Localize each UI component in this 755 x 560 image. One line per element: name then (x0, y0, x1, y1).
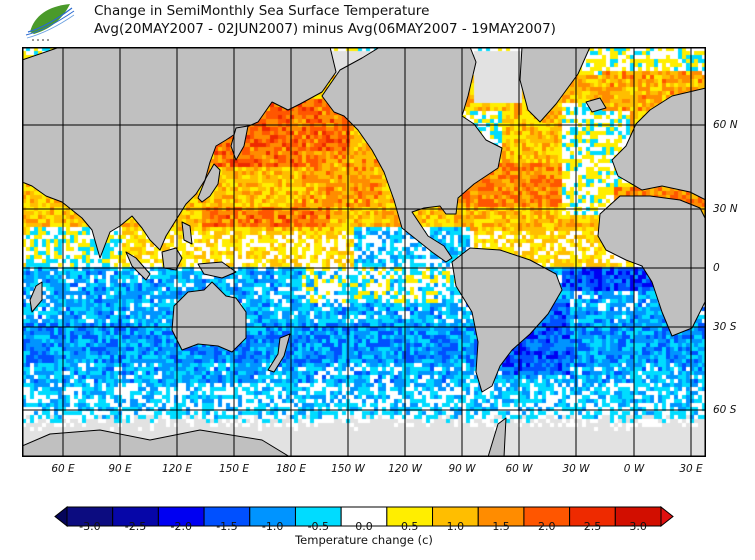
longitude-label: 30 W (562, 463, 590, 475)
longitude-label: 120 E (161, 463, 193, 475)
map-overlay (22, 47, 706, 457)
colorbar-swatch (614, 506, 662, 527)
map-frame (22, 47, 706, 457)
sst-change-map (22, 47, 706, 457)
land-sumatra (125, 251, 151, 281)
longitude-label: 60 W (505, 463, 533, 475)
colorbar-label: 2.0 (538, 520, 556, 533)
colorbar-label: 3.0 (629, 520, 647, 533)
land-south-america (451, 247, 563, 393)
colorbar-label: 1.0 (446, 520, 465, 533)
colorbar-label: -3.0 (79, 520, 101, 533)
colorbar-over-arrow (660, 505, 674, 528)
colorbar-title: Temperature change (c) (295, 533, 433, 547)
land-kamchatka (230, 125, 249, 161)
colorbar-under-arrow (54, 505, 68, 528)
graticule (22, 47, 706, 457)
longitude-label: 90 E (108, 463, 132, 475)
longitude-label: 150 E (218, 463, 250, 475)
colorbar-label: -2.0 (170, 520, 192, 533)
land-greenland (519, 47, 591, 123)
longitude-label: 60 E (51, 463, 75, 475)
longitude-label: 90 W (448, 463, 476, 475)
colorbar-label: 2.5 (583, 520, 602, 533)
colorbar-label: -2.5 (124, 520, 147, 533)
land-iceland (585, 97, 607, 113)
land-africa (597, 195, 706, 337)
land-philippines (181, 221, 193, 245)
latitude-label: 0 (713, 262, 720, 274)
land-australia (171, 281, 247, 353)
longitude-label: 120 W (388, 463, 422, 475)
chart-subtitle: Avg(20MAY2007 - 02JUN2007) minus Avg(06M… (94, 21, 556, 37)
colorbar-label: 1.5 (492, 520, 510, 533)
latitude-label: 30 N (713, 203, 738, 215)
logo (25, 4, 75, 41)
colorbar-label: -1.0 (261, 520, 284, 533)
latitude-label: 60 N (713, 119, 738, 131)
latitude-label: 60 S (713, 404, 737, 416)
land-new-zealand (267, 333, 291, 373)
latitude-label: 30 S (713, 321, 737, 333)
land-asia (22, 47, 337, 259)
colorbar-label: -1.5 (216, 520, 238, 533)
land-north-america (321, 47, 503, 263)
land-antarctic-peninsula (487, 417, 507, 457)
land-europe (611, 87, 706, 201)
longitude-label: 0 W (623, 463, 645, 475)
land-japan (197, 163, 221, 203)
land-new-guinea (197, 261, 237, 279)
chart-title: Change in SemiMonthly Sea Surface Temper… (94, 3, 430, 19)
longitude-label: 150 W (331, 463, 365, 475)
longitude-label: 30 E (679, 463, 703, 475)
longitude-label: 180 E (275, 463, 307, 475)
land-madagascar (29, 281, 43, 313)
land-antarctica (22, 429, 291, 457)
colorbar-label: 0.5 (400, 520, 419, 533)
colorbar-label: -0.5 (307, 520, 330, 533)
colorbar-label: 0.0 (355, 520, 373, 533)
